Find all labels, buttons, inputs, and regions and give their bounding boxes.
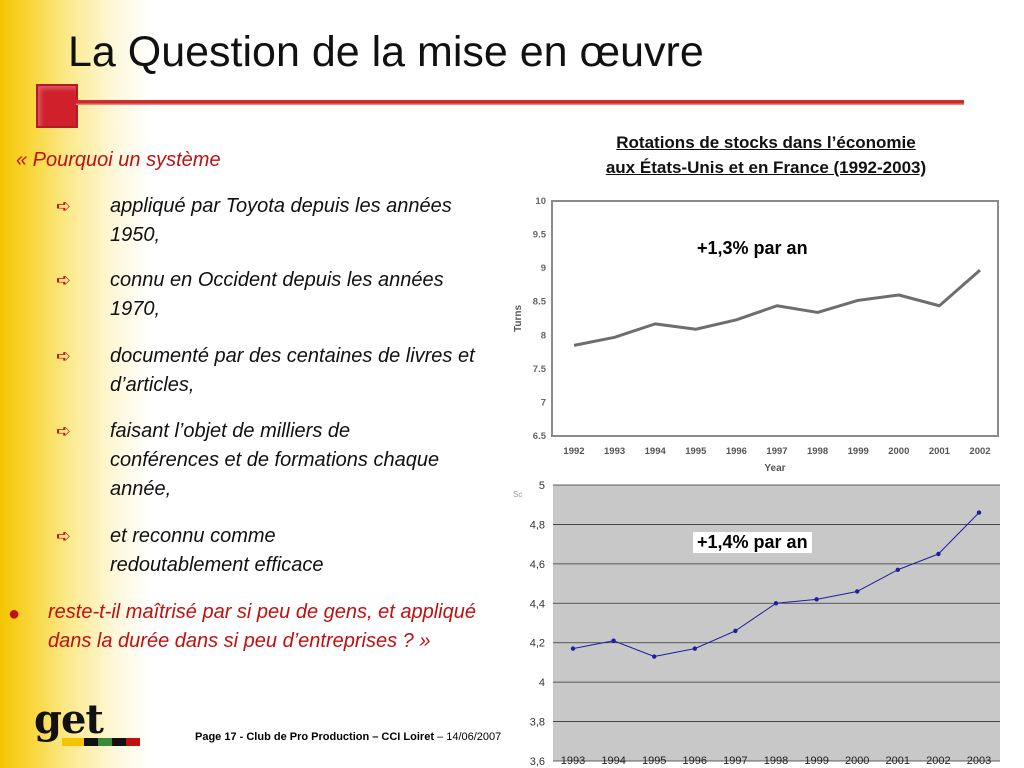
- footer-page-info: Page 17 - Club de Pro Production – CCI L…: [195, 731, 434, 743]
- us-inventory-turns-chart: 6.5 7 7.5 8 8.5 9 9.5 10 1992 1993 1994 1995 1996 199…: [513, 196, 999, 474]
- chart-heading: Rotations de stocks dans l’économie aux …: [548, 130, 984, 180]
- dot-bullet-icon: ●: [8, 603, 21, 625]
- y-tick-label: 6.5: [533, 431, 547, 442]
- get-logo: get: [34, 696, 140, 750]
- series-line: [573, 269, 981, 347]
- arrow-bullet-icon: ➪: [56, 196, 72, 216]
- x-tick-label: 1996: [683, 755, 707, 767]
- x-tick-label: 2002: [926, 755, 950, 767]
- title-accent-square: [36, 84, 78, 128]
- footer: Page 17 - Club de Pro Production – CCI L…: [195, 731, 501, 743]
- x-tick-label: 2000: [845, 755, 869, 767]
- x-tick-label: 1994: [645, 446, 667, 457]
- arrow-bullet-icon: ➪: [56, 421, 72, 441]
- y-tick-label: 4,2: [530, 638, 545, 650]
- arrow-bullet-icon: ➪: [56, 346, 72, 366]
- y-tick-label: 4,8: [530, 519, 545, 531]
- y-tick-label: 7.5: [533, 364, 547, 375]
- us-growth-label: +1,3% par an: [693, 238, 812, 259]
- x-tick-label: 2001: [886, 755, 910, 767]
- intro-text: « Pourquoi un système: [16, 149, 221, 171]
- data-point: [570, 646, 576, 651]
- sub-bullet-text: documenté par des centaines de livres et…: [110, 345, 475, 396]
- y-tick-label: 3,8: [530, 717, 545, 729]
- x-tick-label: 2001: [929, 446, 951, 457]
- main-bullet-text: reste-t-il maîtrisé par si peu de gens, …: [48, 601, 476, 652]
- x-tick-label: 1997: [766, 446, 787, 457]
- data-point: [692, 646, 697, 651]
- y-axis-label: Turns: [513, 305, 524, 332]
- y-tick-label: 8.5: [533, 297, 547, 308]
- data-point: [773, 601, 779, 606]
- x-tick-label: 1994: [601, 755, 625, 767]
- france-inventory-turns-chart: 3,6 3,8 4 4,2 4,4 4,6 4,8 5 1993 1994 1995 1996 1997…: [513, 480, 1000, 768]
- y-tick-label: 4,6: [530, 559, 545, 571]
- data-point: [611, 638, 616, 643]
- y-tick-label: 4,4: [530, 598, 545, 610]
- y-tick-label: 9.5: [533, 230, 547, 241]
- plot-area: [553, 485, 1000, 761]
- sub-bullet-text: appliqué par Toyota depuis les années 19…: [110, 195, 452, 246]
- y-tick-label: 3,6: [530, 756, 545, 768]
- x-tick-label: 1998: [807, 446, 828, 457]
- footer-date: – 14/06/2007: [433, 731, 502, 743]
- x-tick-label: 1993: [604, 446, 625, 457]
- logo-color-bar: [62, 738, 150, 746]
- x-tick-label: 1999: [804, 755, 828, 767]
- data-point: [652, 654, 657, 659]
- y-tick-label: 10: [535, 196, 546, 207]
- x-tick-label: 1993: [561, 755, 585, 767]
- arrow-bullet-icon: ➪: [56, 270, 72, 290]
- sub-bullet-text: faisant l’objet de milliers de conférenc…: [110, 420, 440, 500]
- y-tick-label: 9: [541, 263, 546, 274]
- logo-wordmark: get: [34, 696, 104, 743]
- plot-area: [551, 200, 999, 437]
- x-axis-label: Year: [764, 463, 785, 474]
- data-point: [733, 628, 738, 634]
- title-divider: [76, 100, 964, 105]
- sub-bullet-text: connu en Occident depuis les années 1970…: [110, 269, 444, 320]
- x-tick-label: 1995: [642, 755, 666, 767]
- x-tick-label: 1995: [685, 446, 707, 457]
- x-tick-label: 2000: [888, 446, 909, 457]
- arrow-bullet-icon: ➪: [56, 526, 72, 546]
- data-point: [976, 510, 982, 515]
- data-point: [895, 567, 900, 572]
- y-tick-label: 8: [541, 330, 546, 341]
- left-decor-band: [0, 0, 150, 768]
- x-tick-label: 1998: [764, 755, 788, 767]
- partial-label: Sc: [513, 490, 522, 499]
- france-growth-label: +1,4% par an: [693, 532, 812, 553]
- chart-heading-line-2: aux États-Unis et en France (1992-2003): [605, 158, 927, 177]
- slide-title: La Question de la mise en œuvre: [68, 28, 704, 76]
- x-tick-label: 1992: [563, 446, 584, 457]
- x-tick-label: 1996: [726, 446, 747, 457]
- x-tick-label: 1999: [848, 446, 869, 457]
- x-tick-label: 2003: [967, 755, 991, 767]
- chart-heading-line-1: Rotations de stocks dans l’économie: [616, 133, 916, 152]
- sub-bullet-text: et reconnu comme redoutablement efficace: [110, 525, 324, 576]
- x-tick-label: 1997: [723, 755, 747, 767]
- data-point: [936, 551, 941, 557]
- y-tick-label: 7: [541, 397, 546, 408]
- x-tick-label: 2002: [969, 446, 990, 457]
- y-tick-label: 5: [539, 480, 545, 492]
- data-point: [814, 597, 819, 602]
- y-tick-label: 4: [539, 677, 545, 689]
- data-point: [855, 589, 860, 594]
